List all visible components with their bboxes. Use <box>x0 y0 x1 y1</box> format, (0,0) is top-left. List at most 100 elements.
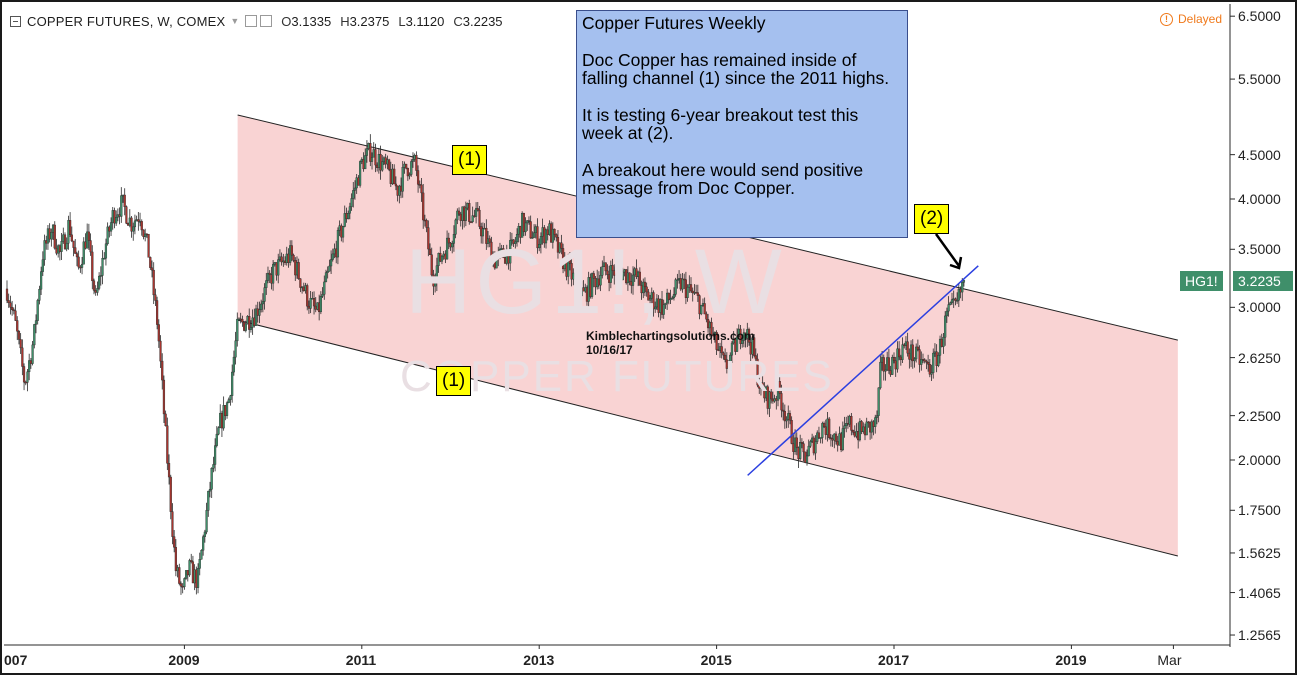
candle-body <box>947 304 950 312</box>
candle <box>495 257 498 269</box>
candle <box>324 269 328 283</box>
collapse-icon[interactable] <box>10 15 21 27</box>
candle <box>92 278 96 295</box>
candle <box>336 227 340 265</box>
candle-body <box>834 433 838 442</box>
candle-body <box>260 303 263 310</box>
candle-body <box>280 256 283 263</box>
candle-body <box>188 560 191 576</box>
candle <box>865 417 868 436</box>
candle <box>427 220 430 257</box>
channel-bottom-label[interactable]: (1) <box>436 366 472 396</box>
candle <box>918 345 921 373</box>
candle-body <box>915 346 918 360</box>
delayed-status[interactable]: ! Delayed <box>1160 12 1222 26</box>
candle <box>401 161 404 198</box>
candle <box>202 534 205 556</box>
candle <box>198 552 201 576</box>
candle <box>642 278 645 299</box>
candle-body <box>171 511 174 537</box>
candle-body <box>65 242 68 250</box>
candle <box>882 354 885 381</box>
candle-body <box>178 567 181 584</box>
candle-body <box>411 159 415 162</box>
candle <box>647 289 650 301</box>
chevron-down-icon[interactable]: ▼ <box>230 16 240 26</box>
candle-body <box>705 313 708 320</box>
channel-top-label[interactable]: (1) <box>452 145 488 175</box>
candle <box>590 272 594 299</box>
watermark-symbol: HG1!, W <box>405 231 786 333</box>
candle-body <box>212 464 215 469</box>
close-value: 3.2235 <box>462 13 503 29</box>
candle <box>207 490 210 517</box>
candle <box>901 337 904 364</box>
candle-body <box>643 281 647 288</box>
candle-body <box>435 265 438 283</box>
candle <box>43 234 46 266</box>
candle-body <box>123 194 126 207</box>
candle <box>394 176 398 191</box>
candle-body <box>169 476 172 512</box>
test-point-label[interactable]: (2) <box>914 204 950 234</box>
candle <box>183 577 186 590</box>
x-tick-label: 2011 <box>345 652 377 668</box>
candle-body <box>210 468 213 490</box>
candle <box>782 402 785 421</box>
candle <box>672 287 676 301</box>
candle <box>16 316 19 341</box>
candle <box>577 273 580 298</box>
candle-body <box>785 419 788 422</box>
candle <box>502 245 505 259</box>
visibility-icon[interactable] <box>260 15 273 27</box>
candle <box>949 301 952 306</box>
annotation-note[interactable]: Copper Futures Weekly Doc Copper has rem… <box>576 10 908 238</box>
candle-body <box>577 275 580 290</box>
candle-body <box>248 316 251 330</box>
candle-body <box>420 184 423 194</box>
candle-body <box>11 307 14 310</box>
candle-body <box>674 279 677 295</box>
candle-body <box>405 163 408 169</box>
candle-body <box>730 342 734 356</box>
candle <box>103 252 106 260</box>
candle-body <box>807 445 810 457</box>
candle <box>780 384 783 418</box>
candle <box>33 323 36 349</box>
candle <box>788 410 792 425</box>
candle <box>703 297 706 315</box>
high-label: H <box>340 13 350 29</box>
candle-body <box>312 298 316 307</box>
candle <box>21 339 24 376</box>
candle-body <box>406 167 409 177</box>
candle <box>411 152 415 168</box>
candle <box>512 239 515 247</box>
candle-body <box>115 216 118 224</box>
settings-icon[interactable] <box>245 15 258 27</box>
candle-body <box>142 229 145 237</box>
symbol-title[interactable]: COPPER FUTURES, W, COMEX <box>27 13 226 29</box>
candle-body <box>945 310 948 317</box>
candle <box>99 266 102 286</box>
candle-body <box>370 157 374 162</box>
candle-body <box>923 359 926 362</box>
candle <box>870 419 873 439</box>
candle-body <box>324 272 328 283</box>
candle-body <box>949 302 952 305</box>
candle <box>244 320 247 333</box>
candle-body <box>69 220 72 236</box>
open-label: O <box>281 13 292 29</box>
candle <box>331 248 334 262</box>
candle-body <box>700 304 703 315</box>
candle <box>161 353 164 390</box>
candle-body <box>190 560 193 562</box>
candle <box>686 284 689 302</box>
candle-body <box>456 210 459 221</box>
candle-body <box>183 578 186 588</box>
candle-body <box>422 192 425 221</box>
candle <box>144 228 147 242</box>
candle <box>667 292 670 305</box>
candle-body <box>485 227 488 244</box>
candle-body <box>244 323 247 331</box>
